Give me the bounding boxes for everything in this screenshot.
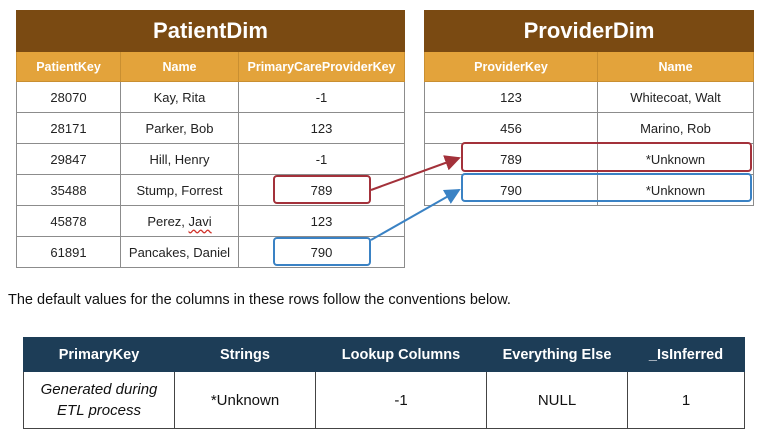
- patient-key-cell: 61891: [16, 236, 121, 268]
- highlight-patient-790: [273, 237, 371, 266]
- table-row: 29847 Hill, Henry -1: [16, 143, 405, 175]
- patient-name-cell: Perez, Javi: [120, 205, 239, 237]
- lookup-columns-default: -1: [315, 371, 487, 429]
- highlight-provider-790: [461, 173, 752, 202]
- highlight-provider-789: [461, 142, 752, 172]
- patient-name-cell: Kay, Rita: [120, 81, 239, 113]
- column-header-lookup-columns: Lookup Columns: [315, 337, 487, 372]
- provider-key-cell: 123: [238, 112, 405, 144]
- provider-key-cell: -1: [238, 143, 405, 175]
- primary-key-default: Generated during ETL process: [23, 371, 175, 429]
- patient-key-cell: 28171: [16, 112, 121, 144]
- provider-name-cell: *Unknown: [596, 143, 755, 175]
- provider-dim-title: ProviderDim: [423, 10, 755, 52]
- table-row: 45878 Perez, Javi 123: [16, 205, 405, 237]
- table-row: 28070 Kay, Rita -1: [16, 81, 405, 113]
- provider-key-cell: 123: [238, 205, 405, 237]
- table-row: 456 Marino, Rob: [424, 112, 755, 144]
- column-header-strings: Strings: [174, 337, 316, 372]
- patient-name-cell: Parker, Bob: [120, 112, 239, 144]
- patient-name-cell: Stump, Forrest: [120, 174, 239, 206]
- table-row: 123 Whitecoat, Walt: [424, 81, 755, 113]
- provider-name-cell: Whitecoat, Walt: [596, 81, 755, 113]
- table-row: 61891 Pancakes, Daniel 790: [16, 236, 405, 268]
- patient-name-cell: Hill, Henry: [120, 143, 239, 175]
- column-header-patient-key: PatientKey: [16, 51, 121, 82]
- primary-key-default-line2: ETL process: [57, 402, 141, 419]
- column-header-provider-key: ProviderKey: [424, 51, 598, 82]
- column-header-everything-else: Everything Else: [486, 337, 628, 372]
- patient-dim-title: PatientDim: [16, 10, 405, 52]
- column-header-primary-key: PrimaryKey: [23, 337, 175, 372]
- provider-name-cell: Marino, Rob: [596, 112, 755, 144]
- column-header-name: Name: [120, 51, 239, 82]
- provider-key-cell: 456: [424, 112, 598, 144]
- strings-default: *Unknown: [174, 371, 316, 429]
- column-header-primary-care-provider-key: PrimaryCareProviderKey: [238, 51, 405, 82]
- default-values-table: PrimaryKey Strings Lookup Columns Everyt…: [23, 337, 745, 429]
- spellcheck-underline: Javi: [188, 213, 212, 229]
- provider-key-cell: 123: [424, 81, 598, 113]
- everything-else-default: NULL: [486, 371, 628, 429]
- column-header-is-inferred: _IsInferred: [627, 337, 745, 372]
- highlight-patient-789: [273, 175, 371, 204]
- table-row: Generated during ETL process *Unknown -1…: [23, 371, 745, 429]
- patient-key-cell: 29847: [16, 143, 121, 175]
- patient-name-text: Perez, Javi: [147, 213, 212, 229]
- is-inferred-default: 1: [627, 371, 745, 429]
- provider-key-cell: 790: [238, 236, 405, 268]
- provider-key-cell: -1: [238, 81, 405, 113]
- patient-key-cell: 28070: [16, 81, 121, 113]
- patient-dim-table: PatientDim PatientKey Name PrimaryCarePr…: [16, 10, 405, 268]
- patient-key-cell: 35488: [16, 174, 121, 206]
- conventions-note: The default values for the columns in th…: [8, 292, 511, 308]
- column-header-provider-name: Name: [596, 51, 755, 82]
- table-row: 28171 Parker, Bob 123: [16, 112, 405, 144]
- patient-name-cell: Pancakes, Daniel: [120, 236, 239, 268]
- primary-key-default-line1: Generated during: [40, 381, 158, 398]
- patient-key-cell: 45878: [16, 205, 121, 237]
